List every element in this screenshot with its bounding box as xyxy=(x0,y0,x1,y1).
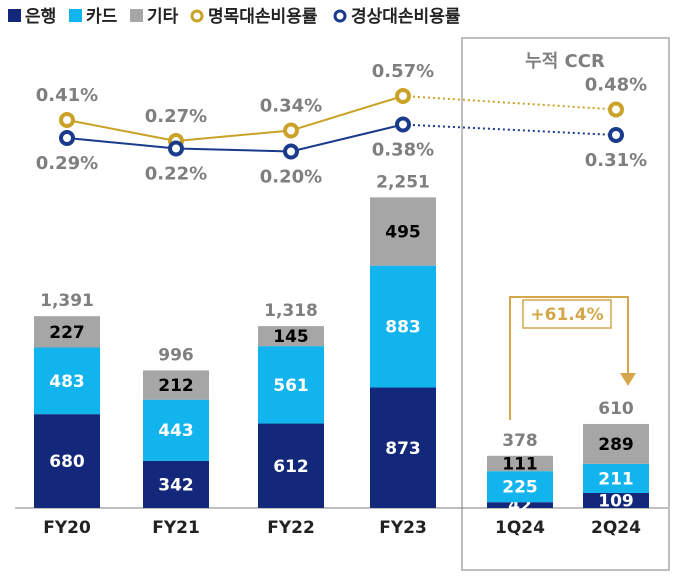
bar-segment xyxy=(583,492,649,508)
rate-line-bridge xyxy=(402,123,617,136)
bar-segment xyxy=(143,399,209,461)
rate-marker xyxy=(59,112,75,128)
bar-segment xyxy=(583,423,649,464)
rate-line xyxy=(66,123,404,153)
growth-box xyxy=(522,299,612,329)
legend-label: 은행 xyxy=(25,7,56,27)
x-tick-label: FY21 xyxy=(152,518,200,538)
bar-segment xyxy=(487,455,553,472)
segment-label: 873 xyxy=(385,439,421,459)
rate-marker xyxy=(608,101,624,118)
rate-line-bridge xyxy=(402,95,617,111)
total-label: 610 xyxy=(598,399,634,419)
rate-label: 0.20% xyxy=(260,167,322,188)
bar-segment xyxy=(34,414,100,508)
segment-label: 225 xyxy=(502,478,538,498)
total-label: 1,318 xyxy=(264,301,318,321)
bar-segment xyxy=(258,423,324,508)
growth-label: +61.4% xyxy=(530,305,603,325)
segment-label: 495 xyxy=(385,223,421,243)
segment-label: 109 xyxy=(598,491,634,511)
legend-swatch xyxy=(8,9,21,22)
box-title: 누적 CCR xyxy=(525,51,605,72)
rate-label: 0.41% xyxy=(36,85,98,106)
legend-swatch xyxy=(69,9,82,22)
segment-label: 342 xyxy=(158,475,194,495)
x-tick-label: FY23 xyxy=(379,518,427,538)
rate-label: 0.22% xyxy=(145,164,207,185)
legend-label: 기타 xyxy=(147,7,179,27)
bar-segment xyxy=(487,502,553,508)
rate-marker xyxy=(168,140,184,157)
x-tick-label: FY22 xyxy=(267,518,315,538)
segment-label: 483 xyxy=(49,372,85,392)
segment-label: 612 xyxy=(273,457,309,477)
rate-label: 0.27% xyxy=(145,106,207,127)
total-label: 996 xyxy=(158,345,194,365)
bar-segment xyxy=(487,471,553,503)
rate-label: 0.38% xyxy=(372,140,434,161)
segment-label: 111 xyxy=(502,454,538,474)
legend-label: 명목대손비용률 xyxy=(208,7,318,27)
rate-marker xyxy=(283,143,299,160)
segment-label: 680 xyxy=(49,452,85,472)
rate-label: 0.29% xyxy=(36,153,98,174)
bar-segment xyxy=(143,460,209,508)
bar-segment xyxy=(370,265,436,388)
bar-segment xyxy=(258,346,324,424)
segment-label: 211 xyxy=(598,469,634,489)
total-label: 2,251 xyxy=(376,172,430,192)
rate-label: 0.57% xyxy=(372,61,434,82)
segment-label: 561 xyxy=(273,376,309,396)
rate-label: 0.31% xyxy=(585,150,647,171)
x-tick-label: FY20 xyxy=(43,518,91,538)
legend-label: 카드 xyxy=(86,7,118,27)
legend-marker xyxy=(333,9,347,23)
rate-label: 0.34% xyxy=(260,96,322,117)
bar-segment xyxy=(583,463,649,493)
total-label: 378 xyxy=(502,431,538,451)
bar-segment xyxy=(258,326,324,347)
rate-marker xyxy=(59,130,75,146)
segment-label: 212 xyxy=(158,376,194,396)
total-label: 1,391 xyxy=(40,291,94,311)
bar-segment xyxy=(34,316,100,348)
bar-segment xyxy=(370,197,436,266)
segment-label: 145 xyxy=(273,327,309,347)
x-tick-label: 1Q24 xyxy=(495,518,545,538)
growth-arrowhead xyxy=(620,373,636,386)
x-tick-label: 2Q24 xyxy=(591,518,641,538)
bar-segment xyxy=(370,387,436,508)
bar-segment xyxy=(34,347,100,415)
rate-marker xyxy=(395,88,411,104)
segment-label: 443 xyxy=(158,421,194,441)
rate-label: 0.48% xyxy=(585,75,647,96)
rate-marker xyxy=(283,122,299,139)
legend-marker xyxy=(190,9,204,23)
growth-bracket xyxy=(509,296,629,420)
legend-label: 경상대손비용률 xyxy=(351,7,461,27)
bar-segment xyxy=(143,370,209,400)
highlight-box xyxy=(461,37,670,571)
rate-line xyxy=(66,95,404,143)
rate-marker xyxy=(395,116,411,133)
legend-swatch xyxy=(130,9,143,22)
segment-label: 227 xyxy=(49,323,85,343)
segment-label: 289 xyxy=(598,435,634,455)
rate-marker xyxy=(608,127,624,143)
segment-label: 883 xyxy=(385,318,421,338)
